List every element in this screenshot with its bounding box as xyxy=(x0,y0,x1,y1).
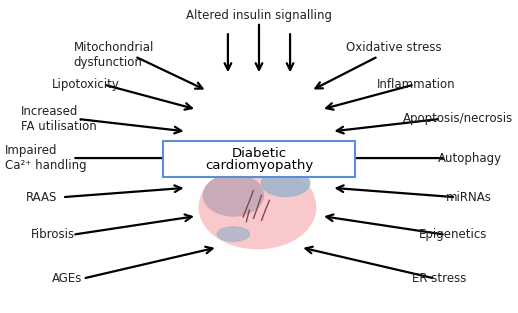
Text: Apoptosis/necrosis: Apoptosis/necrosis xyxy=(402,112,513,126)
Text: RAAS: RAAS xyxy=(26,191,57,204)
Text: Mitochondrial
dysfunction: Mitochondrial dysfunction xyxy=(74,41,154,69)
Text: ER stress: ER stress xyxy=(412,272,466,285)
Bar xyxy=(163,141,355,177)
Ellipse shape xyxy=(203,175,264,216)
Text: cardiomyopathy: cardiomyopathy xyxy=(205,159,313,172)
Text: Autophagy: Autophagy xyxy=(438,151,502,165)
Text: Diabetic: Diabetic xyxy=(232,147,286,160)
Text: Lipotoxicity: Lipotoxicity xyxy=(52,78,120,91)
Ellipse shape xyxy=(262,170,310,197)
Text: AGEs: AGEs xyxy=(52,272,82,285)
Text: miRNAs: miRNAs xyxy=(446,191,492,204)
Text: Epigenetics: Epigenetics xyxy=(419,228,487,241)
Text: Increased
FA utilisation: Increased FA utilisation xyxy=(21,105,96,133)
Text: Inflammation: Inflammation xyxy=(377,78,456,91)
Text: Fibrosis: Fibrosis xyxy=(31,228,75,241)
PathPatch shape xyxy=(233,159,267,170)
Text: Altered insulin signalling: Altered insulin signalling xyxy=(186,9,332,23)
Text: Oxidative stress: Oxidative stress xyxy=(346,41,441,54)
Ellipse shape xyxy=(199,166,315,249)
Ellipse shape xyxy=(246,176,314,224)
Text: Impaired
Ca²⁺ handling: Impaired Ca²⁺ handling xyxy=(5,144,87,172)
Ellipse shape xyxy=(218,227,250,241)
